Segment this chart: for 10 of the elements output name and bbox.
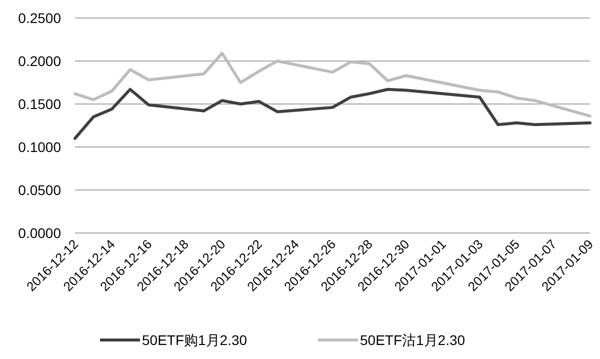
y-tick-label: 0.0000 [18, 225, 62, 241]
line-series [74, 52, 592, 118]
line-series [74, 88, 592, 140]
y-tick-label: 0.2500 [18, 10, 62, 26]
y-tick-label: 0.2000 [18, 53, 62, 69]
y-tick-label: 0.1500 [18, 96, 62, 112]
legend-label: 50ETF沽1月2.30 [360, 332, 466, 348]
legend-label: 50ETF购1月2.30 [142, 332, 248, 348]
y-tick-label: 0.0500 [18, 182, 62, 198]
y-tick-label: 0.1000 [18, 139, 62, 155]
